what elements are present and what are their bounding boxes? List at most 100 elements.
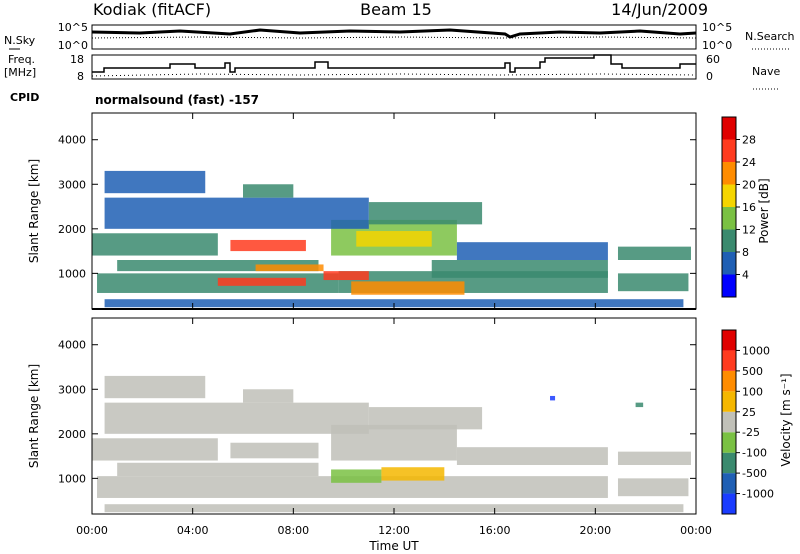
power-colorbar-tick-5: 24	[742, 156, 756, 169]
freq-label: Freq.	[8, 53, 35, 66]
velocity-colorbar-swatch-8	[722, 330, 736, 351]
freq-trace	[92, 54, 696, 73]
velocity-band-1	[97, 476, 608, 498]
velocity-colorbar-label: Velocity [m s⁻¹]	[779, 373, 793, 466]
power-colorbar-tick-3: 16	[742, 201, 756, 214]
nsearch-label: N.Search	[745, 30, 795, 43]
velocity-colorbar-tick-6: -500	[742, 467, 767, 480]
nsky-label: N.Sky	[4, 34, 36, 47]
velocity-band-16	[635, 402, 644, 408]
velocity-colorbar-tick-4: -25	[742, 426, 760, 439]
velocity-ytick-2: 3000	[58, 383, 86, 396]
xtick-5: 20:00	[579, 524, 611, 537]
velocity-colorbar-swatch-5	[722, 391, 736, 412]
power-band-4	[217, 277, 306, 286]
velocity-band-12	[368, 407, 483, 430]
velocity-ytick-3: 4000	[58, 339, 86, 352]
velocity-band-6	[92, 438, 218, 461]
freq-tick-bottom: 8	[77, 70, 84, 83]
noise-sky-trace	[91, 28, 697, 39]
power-band-15	[617, 246, 691, 260]
velocity-ylabel: Slant Range [km]	[27, 364, 41, 468]
velocity-heatmap	[92, 375, 691, 513]
velocity-band-11	[104, 402, 369, 434]
noise-panel	[91, 24, 697, 50]
nsearch-tick-top: 10^5	[702, 21, 732, 34]
power-band-14	[456, 242, 608, 260]
velocity-colorbar-swatch-1	[722, 473, 736, 494]
time-ut-label: Time UT	[368, 539, 419, 553]
velocity-band-15	[550, 395, 556, 401]
nsearch-tick-bottom: 10^0	[702, 39, 732, 52]
power-band-18	[104, 170, 206, 194]
station-title: Kodiak (fitACF)	[93, 0, 211, 19]
power-colorbar-swatch-4	[722, 184, 736, 207]
power-band-6	[351, 281, 465, 295]
cpid-label: CPID	[10, 91, 39, 104]
velocity-colorbar-swatch-4	[722, 411, 736, 433]
velocity-colorbar-swatch-7	[722, 350, 736, 371]
power-band-16	[104, 197, 369, 229]
power-band-8	[117, 260, 319, 272]
velocity-colorbar-tick-3: 25	[742, 406, 756, 419]
nsky-tick-bottom: 10^0	[58, 39, 88, 52]
power-band-17	[368, 202, 483, 225]
velocity-band-4	[381, 467, 445, 481]
beam-title: Beam 15	[360, 0, 432, 19]
xtick-0: 00:00	[76, 524, 108, 537]
velocity-colorbar: 1000 500 100 25 -25 -100 -500 -1000	[721, 329, 774, 515]
power-ylabel: Slant Range [km]	[27, 159, 41, 263]
velocity-colorbar-swatch-2	[722, 452, 736, 474]
power-colorbar-label: Power [dB]	[757, 178, 771, 243]
power-ytick-1: 2000	[58, 223, 86, 236]
nave-label: Nave	[752, 65, 780, 78]
velocity-colorbar-swatch-0	[722, 493, 736, 514]
velocity-band-13	[104, 375, 206, 399]
power-ytick-2: 3000	[58, 178, 86, 191]
xtick-4: 16:00	[479, 524, 511, 537]
freq-unit: [MHz]	[4, 66, 36, 79]
nsky-tick-top: 10^5	[58, 21, 88, 34]
power-ytick-3: 4000	[58, 134, 86, 147]
velocity-colorbar-tick-0: 1000	[742, 344, 770, 357]
xtick-1: 04:00	[177, 524, 209, 537]
power-ytick-0: 1000	[58, 267, 86, 280]
velocity-colorbar-swatch-6	[722, 370, 736, 392]
power-colorbar-swatch-7	[722, 117, 736, 140]
velocity-band-14	[243, 389, 294, 403]
nave-tick-bottom: 0	[706, 70, 713, 83]
power-colorbar-swatch-5	[722, 162, 736, 185]
power-band-5	[323, 271, 369, 281]
xtick-6: 00:00	[680, 524, 712, 537]
power-colorbar-swatch-3	[722, 207, 736, 230]
cpid-value: normalsound (fast) -157	[95, 93, 259, 107]
velocity-band-3	[331, 469, 382, 483]
noise-search-trace	[91, 36, 697, 39]
power-colorbar-tick-0: 4	[742, 269, 749, 282]
velocity-band-10	[617, 451, 691, 465]
power-colorbar-tick-2: 12	[742, 224, 756, 237]
power-heatmap	[92, 170, 691, 308]
velocity-colorbar-tick-5: -100	[742, 447, 767, 460]
velocity-ytick-1: 2000	[58, 428, 86, 441]
power-band-10	[92, 233, 218, 256]
power-colorbar-swatch-1	[722, 252, 736, 275]
power-colorbar-tick-1: 8	[742, 246, 749, 259]
nave-tick-top: 60	[706, 53, 720, 66]
velocity-colorbar-tick-2: 100	[742, 385, 763, 398]
velocity-band-2	[617, 478, 689, 497]
power-colorbar-swatch-0	[722, 274, 736, 297]
power-band-13	[356, 231, 432, 247]
freq-tick-top: 18	[70, 53, 84, 66]
xtick-2: 08:00	[277, 524, 309, 537]
velocity-band-5	[117, 462, 319, 477]
velocity-colorbar-tick-7: -1000	[742, 488, 774, 501]
xtick-3: 12:00	[378, 524, 410, 537]
power-band-11	[230, 239, 306, 252]
power-band-7	[431, 260, 608, 278]
power-colorbar: 4 8 12 16 20 24 28	[721, 116, 756, 298]
velocity-band-9	[456, 447, 608, 465]
velocity-colorbar-tick-1: 500	[742, 365, 763, 378]
power-band-3	[617, 273, 689, 292]
